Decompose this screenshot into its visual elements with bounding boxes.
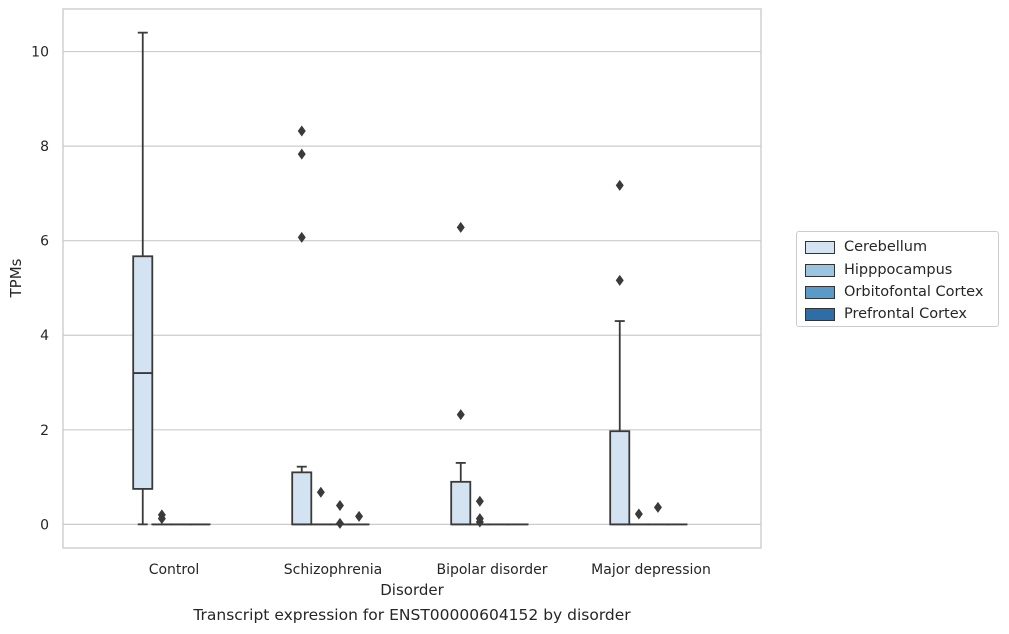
y-tick-label: 8	[40, 139, 49, 155]
box-plot-series	[132, 31, 688, 529]
x-tick-label: Schizophrenia	[284, 562, 382, 578]
box-2-1	[469, 495, 491, 528]
legend-label-orbitofrontal-cortex: Orbitofontal Cortex	[844, 284, 984, 300]
legend-label-cerebellum: Cerebellum	[844, 239, 928, 255]
y-tick-label: 4	[40, 328, 49, 344]
chart-caption: Transcript expression for ENST0000060415…	[193, 606, 631, 624]
outlier-point	[456, 221, 465, 233]
box-1-3	[348, 510, 370, 526]
legend-swatch-hippocampus	[805, 263, 835, 277]
y-tick-label: 0	[40, 517, 49, 533]
x-tick-label: Major depression	[591, 562, 711, 578]
box-3-2	[647, 501, 669, 526]
outlier-point	[615, 179, 624, 191]
outlier-point	[634, 508, 643, 520]
box-body	[450, 480, 472, 526]
y-tick-labels: 0 2 4 6 8 10	[31, 45, 49, 534]
outlier-point	[157, 509, 166, 521]
outlier-point	[316, 486, 325, 498]
box-1-2	[329, 499, 351, 529]
grid-lines	[63, 50, 761, 525]
legend-label-prefrontal-cortex: Prefrontal Cortex	[844, 306, 967, 322]
box-0-0	[132, 31, 154, 526]
legend-swatch-prefrontal-cortex	[805, 307, 835, 321]
outlier-point	[297, 231, 306, 243]
box-body	[291, 471, 313, 526]
plot-frame	[62, 8, 762, 549]
legend-item-prefrontal-cortex: Prefrontal Cortex	[805, 305, 967, 323]
box-3-1	[628, 508, 650, 526]
y-tick-label: 2	[40, 423, 49, 439]
outlier-point	[456, 409, 465, 421]
outlier-point	[335, 499, 344, 511]
x-tick-label: Control	[149, 562, 200, 578]
y-tick-label: 10	[31, 45, 49, 61]
legend-swatch-cerebellum	[805, 240, 835, 254]
box-body	[609, 430, 631, 526]
x-axis-title: Disorder	[380, 581, 444, 599]
y-tick-label: 6	[40, 234, 49, 250]
outlier-point	[335, 517, 344, 529]
legend: Cerebellum Hipppocampus Orbitofontal Cor…	[796, 231, 999, 327]
outlier-point	[475, 495, 484, 507]
x-tick-label: Bipolar disorder	[436, 562, 547, 578]
legend-item-hippocampus: Hipppocampus	[805, 261, 952, 279]
outlier-point	[653, 501, 662, 513]
box-2-0	[450, 221, 472, 526]
legend-swatch-orbitofrontal-cortex	[805, 285, 835, 299]
legend-label-hippocampus: Hipppocampus	[844, 262, 953, 278]
outlier-point	[355, 510, 364, 522]
box-0-1	[151, 509, 173, 526]
outlier-point	[297, 125, 306, 137]
box-3-0	[609, 179, 631, 526]
outlier-point	[475, 513, 484, 525]
outlier-point	[615, 274, 624, 286]
legend-item-cerebellum: Cerebellum	[805, 238, 927, 256]
box-1-1	[310, 486, 332, 526]
legend-item-orbitofrontal-cortex: Orbitofontal Cortex	[805, 283, 983, 301]
y-axis-title: TPMs	[7, 258, 25, 298]
x-tick-labels: Control Schizophrenia Bipolar disorder Majo…	[149, 562, 711, 578]
outlier-point	[297, 148, 306, 160]
box-1-0	[291, 125, 313, 526]
